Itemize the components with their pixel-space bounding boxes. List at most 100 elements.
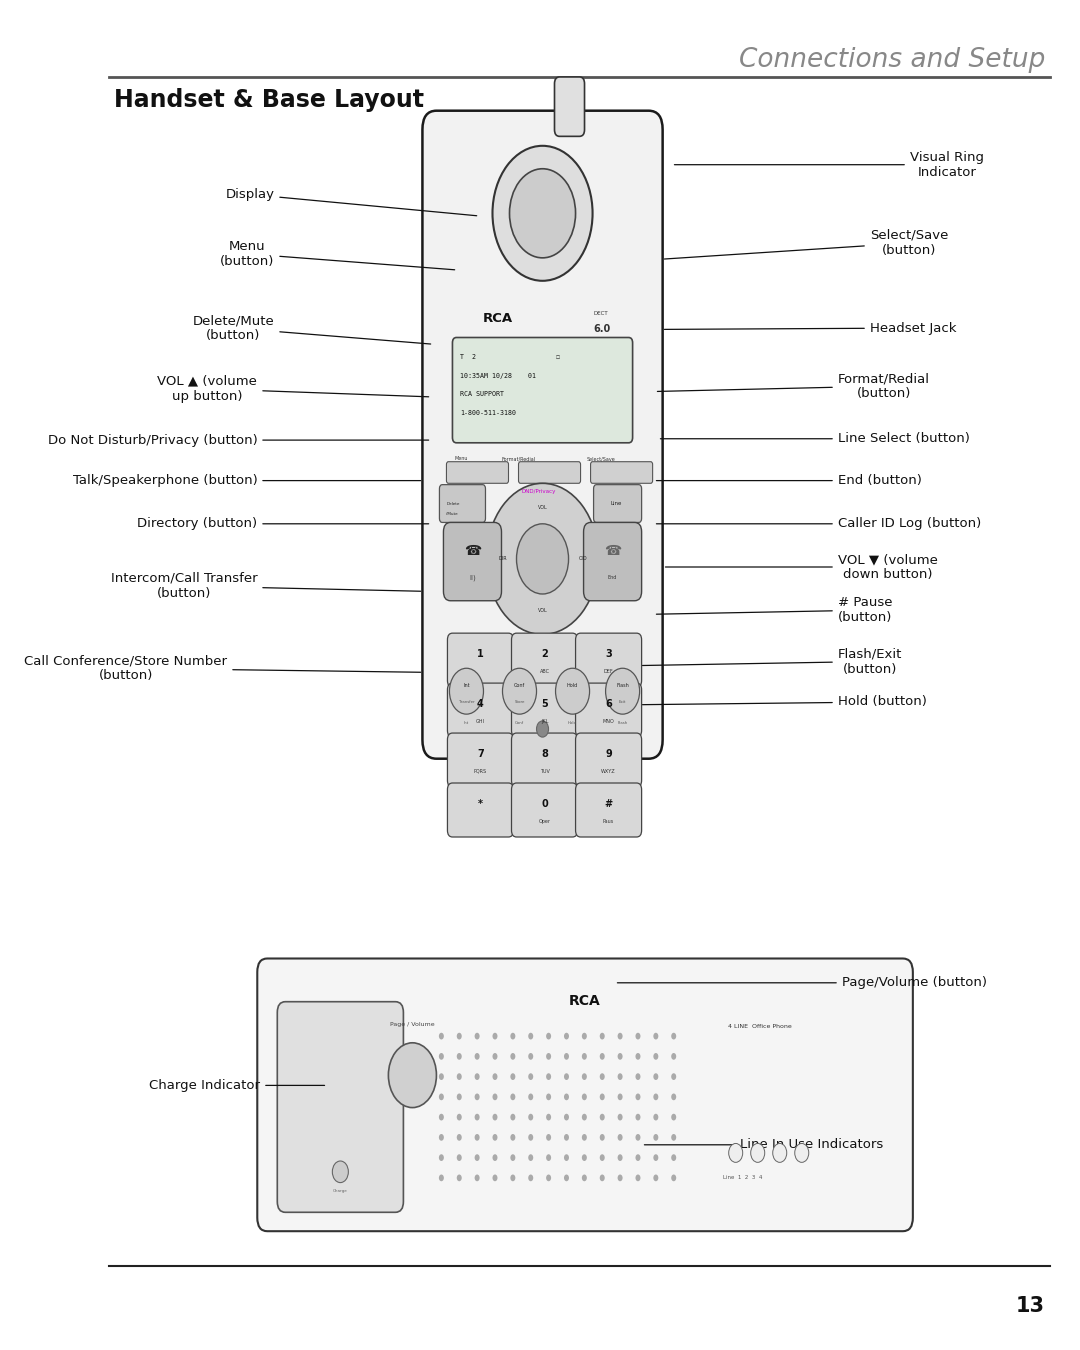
Circle shape xyxy=(474,1094,480,1100)
Text: VOL ▼ (volume
down button): VOL ▼ (volume down button) xyxy=(665,554,937,580)
Circle shape xyxy=(537,721,549,737)
Text: GHI: GHI xyxy=(476,720,485,724)
Circle shape xyxy=(511,1154,515,1161)
Text: Format/Redial: Format/Redial xyxy=(501,456,536,462)
FancyBboxPatch shape xyxy=(583,522,642,601)
Text: Page/Volume (button): Page/Volume (button) xyxy=(618,976,987,990)
Circle shape xyxy=(492,1134,498,1141)
Circle shape xyxy=(333,1161,349,1183)
Circle shape xyxy=(438,1134,444,1141)
Text: DEF: DEF xyxy=(604,670,613,674)
Circle shape xyxy=(457,1053,462,1060)
Text: Format/Redial
(button): Format/Redial (button) xyxy=(658,373,930,400)
Circle shape xyxy=(492,1033,498,1040)
Circle shape xyxy=(635,1154,640,1161)
Circle shape xyxy=(653,1033,659,1040)
FancyBboxPatch shape xyxy=(447,783,513,837)
Circle shape xyxy=(528,1114,534,1120)
Text: 8: 8 xyxy=(541,749,548,759)
Text: RCA: RCA xyxy=(569,994,600,1007)
Circle shape xyxy=(474,1154,480,1161)
Text: Exit: Exit xyxy=(619,701,626,703)
FancyBboxPatch shape xyxy=(576,733,642,787)
Text: # Pause
(button): # Pause (button) xyxy=(657,597,892,624)
Circle shape xyxy=(449,668,484,714)
Circle shape xyxy=(606,668,639,714)
Circle shape xyxy=(564,1033,569,1040)
Circle shape xyxy=(546,1053,551,1060)
Text: Int: Int xyxy=(463,683,470,688)
Circle shape xyxy=(492,1154,498,1161)
Circle shape xyxy=(546,1134,551,1141)
Circle shape xyxy=(564,1094,569,1100)
Circle shape xyxy=(653,1134,659,1141)
Circle shape xyxy=(474,1114,480,1120)
Text: 1-800-511-3180: 1-800-511-3180 xyxy=(460,410,516,416)
Circle shape xyxy=(599,1154,605,1161)
FancyBboxPatch shape xyxy=(576,683,642,737)
Circle shape xyxy=(546,1033,551,1040)
Text: DECT: DECT xyxy=(593,310,608,316)
Text: Delete/Mute
(button): Delete/Mute (button) xyxy=(192,315,431,344)
Circle shape xyxy=(618,1154,622,1161)
Text: PQRS: PQRS xyxy=(474,769,487,774)
Text: II): II) xyxy=(469,575,476,580)
Text: WXYZ: WXYZ xyxy=(602,769,616,774)
Circle shape xyxy=(438,1114,444,1120)
Circle shape xyxy=(492,1053,498,1060)
Circle shape xyxy=(511,1073,515,1080)
Circle shape xyxy=(653,1053,659,1060)
Circle shape xyxy=(618,1134,622,1141)
Circle shape xyxy=(528,1174,534,1181)
Text: Directory (button): Directory (button) xyxy=(137,517,429,531)
FancyBboxPatch shape xyxy=(512,633,578,687)
Text: TUV: TUV xyxy=(540,769,550,774)
Text: ☎: ☎ xyxy=(604,544,621,558)
Circle shape xyxy=(438,1073,444,1080)
Circle shape xyxy=(618,1033,622,1040)
Circle shape xyxy=(511,1033,515,1040)
Text: Select/Save: Select/Save xyxy=(586,456,616,462)
Circle shape xyxy=(546,1174,551,1181)
Text: Charge Indicator: Charge Indicator xyxy=(149,1079,325,1092)
Text: 5: 5 xyxy=(541,699,548,709)
Text: /Mute: /Mute xyxy=(446,513,458,516)
Text: 4 LINE  Office Phone: 4 LINE Office Phone xyxy=(728,1023,792,1029)
Text: 3: 3 xyxy=(605,649,612,659)
Text: End: End xyxy=(608,575,618,580)
Circle shape xyxy=(795,1143,809,1162)
Circle shape xyxy=(599,1033,605,1040)
Circle shape xyxy=(564,1154,569,1161)
Text: RCA SUPPORT: RCA SUPPORT xyxy=(460,392,504,397)
Circle shape xyxy=(599,1134,605,1141)
Text: Line: Line xyxy=(611,501,622,506)
Circle shape xyxy=(582,1053,586,1060)
Text: Menu
(button): Menu (button) xyxy=(220,240,455,270)
Text: Call Conference/Store Number
(button): Call Conference/Store Number (button) xyxy=(24,655,420,682)
Text: 7: 7 xyxy=(477,749,484,759)
Circle shape xyxy=(457,1134,462,1141)
Circle shape xyxy=(528,1134,534,1141)
Text: Talk/Speakerphone (button): Talk/Speakerphone (button) xyxy=(72,474,420,487)
Text: JKL: JKL xyxy=(541,720,549,724)
Text: Menu: Menu xyxy=(455,456,468,462)
Text: Handset & Base Layout: Handset & Base Layout xyxy=(114,88,424,112)
Circle shape xyxy=(492,1073,498,1080)
Text: Line In Use Indicators: Line In Use Indicators xyxy=(645,1138,883,1152)
Circle shape xyxy=(528,1073,534,1080)
Text: Headset Jack: Headset Jack xyxy=(664,321,956,335)
Text: 4: 4 xyxy=(477,699,484,709)
Text: T  2                    ☐: T 2 ☐ xyxy=(460,354,561,359)
Text: Intercom/Call Transfer
(button): Intercom/Call Transfer (button) xyxy=(110,572,420,599)
Circle shape xyxy=(564,1114,569,1120)
Circle shape xyxy=(582,1114,586,1120)
Text: *: * xyxy=(478,799,483,809)
Text: Hold (button): Hold (button) xyxy=(643,695,927,709)
Circle shape xyxy=(582,1174,586,1181)
Circle shape xyxy=(618,1073,622,1080)
Circle shape xyxy=(474,1174,480,1181)
FancyBboxPatch shape xyxy=(594,485,642,522)
Circle shape xyxy=(528,1154,534,1161)
Text: Conf: Conf xyxy=(514,683,525,688)
Text: DIR: DIR xyxy=(498,556,507,562)
